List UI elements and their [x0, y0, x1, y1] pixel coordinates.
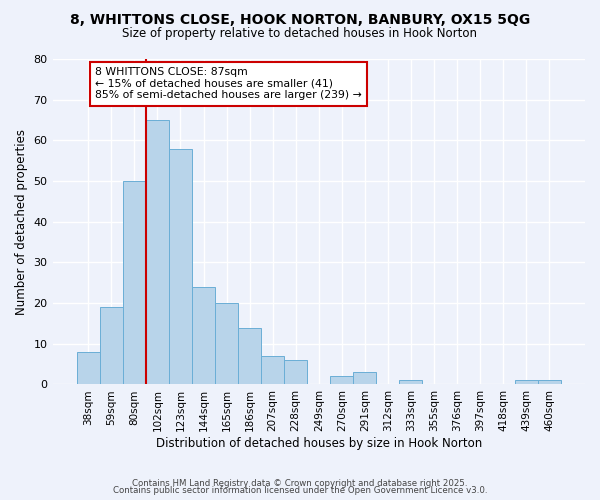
Bar: [215, 303, 238, 384]
Bar: [238, 328, 261, 384]
Text: Contains public sector information licensed under the Open Government Licence v3: Contains public sector information licen…: [113, 486, 487, 495]
Bar: [353, 372, 376, 384]
Text: Contains HM Land Registry data © Crown copyright and database right 2025.: Contains HM Land Registry data © Crown c…: [132, 478, 468, 488]
Bar: [538, 380, 561, 384]
Text: 8 WHITTONS CLOSE: 87sqm
← 15% of detached houses are smaller (41)
85% of semi-de: 8 WHITTONS CLOSE: 87sqm ← 15% of detache…: [95, 67, 362, 100]
Bar: [261, 356, 284, 384]
Bar: [330, 376, 353, 384]
Bar: [515, 380, 538, 384]
Bar: [123, 181, 146, 384]
Bar: [100, 307, 123, 384]
Bar: [77, 352, 100, 384]
Bar: [400, 380, 422, 384]
Bar: [192, 287, 215, 384]
Bar: [169, 148, 192, 384]
X-axis label: Distribution of detached houses by size in Hook Norton: Distribution of detached houses by size …: [155, 437, 482, 450]
Y-axis label: Number of detached properties: Number of detached properties: [15, 128, 28, 314]
Text: 8, WHITTONS CLOSE, HOOK NORTON, BANBURY, OX15 5QG: 8, WHITTONS CLOSE, HOOK NORTON, BANBURY,…: [70, 12, 530, 26]
Bar: [284, 360, 307, 384]
Bar: [146, 120, 169, 384]
Text: Size of property relative to detached houses in Hook Norton: Size of property relative to detached ho…: [122, 28, 478, 40]
